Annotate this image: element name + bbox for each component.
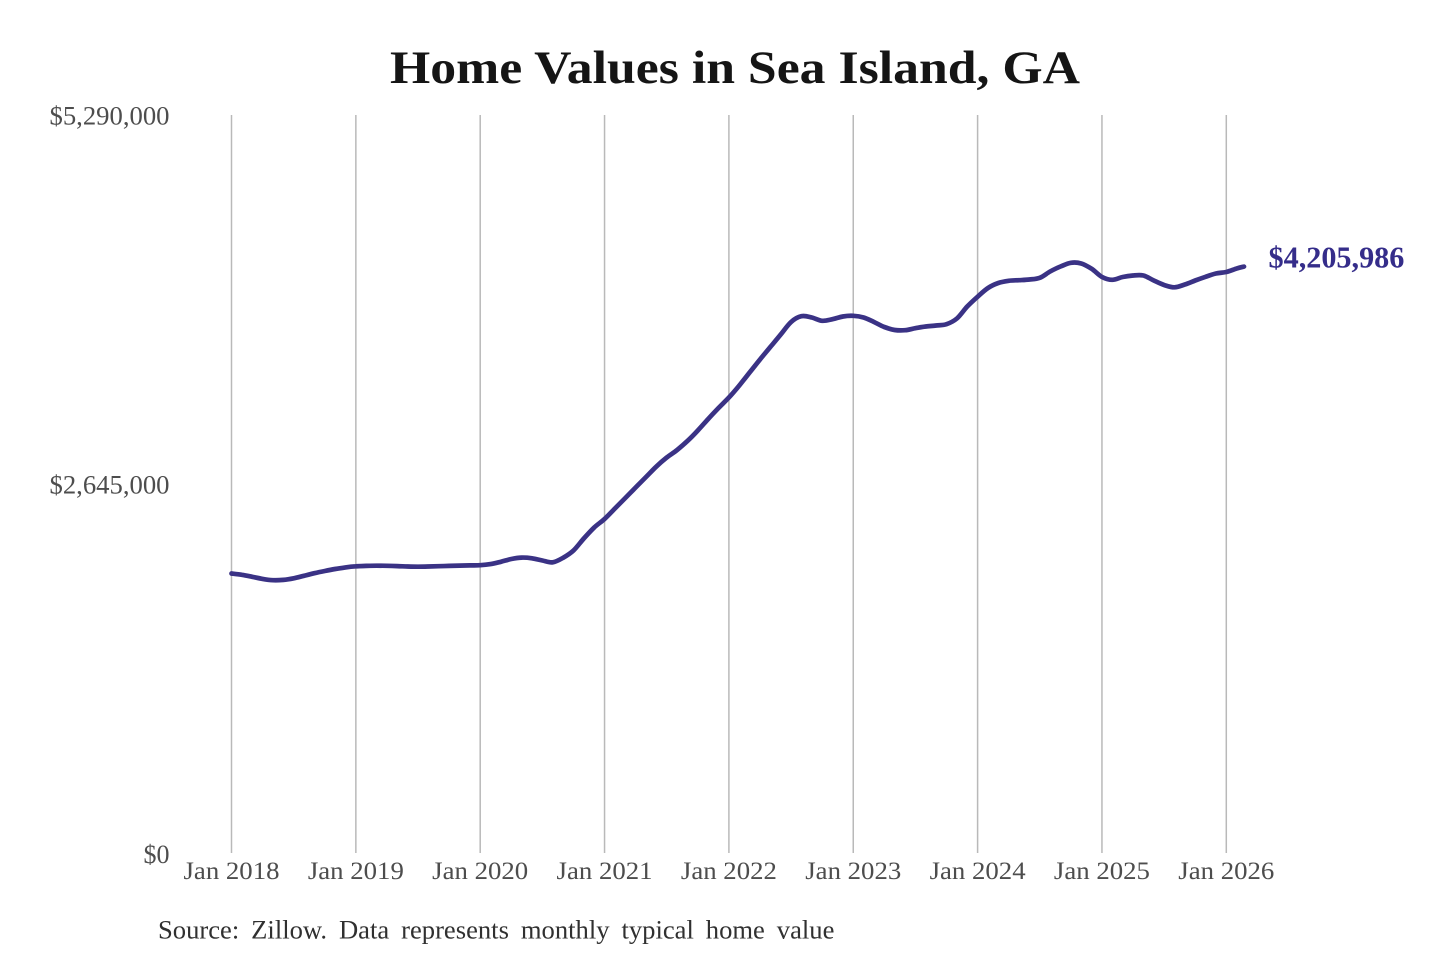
svg-text:Jan 2020: Jan 2020 — [432, 856, 528, 885]
svg-text:Jan 2019: Jan 2019 — [308, 856, 404, 885]
svg-text:Jan 2024: Jan 2024 — [930, 856, 1026, 885]
svg-text:$4,205,986: $4,205,986 — [1269, 241, 1405, 275]
svg-text:$0: $0 — [144, 840, 170, 869]
svg-text:Source: Zillow. Data represent: Source: Zillow. Data represents monthly … — [158, 914, 834, 944]
svg-text:Home Values in Sea Island, GA: Home Values in Sea Island, GA — [390, 42, 1080, 94]
svg-text:Jan 2026: Jan 2026 — [1178, 856, 1274, 885]
svg-text:Jan 2025: Jan 2025 — [1054, 856, 1150, 885]
svg-text:$2,645,000: $2,645,000 — [50, 471, 170, 500]
svg-text:Jan 2018: Jan 2018 — [184, 856, 280, 885]
svg-text:Jan 2023: Jan 2023 — [805, 856, 901, 885]
svg-text:$5,290,000: $5,290,000 — [50, 102, 170, 131]
svg-text:Jan 2022: Jan 2022 — [681, 856, 777, 885]
svg-text:Jan 2021: Jan 2021 — [557, 856, 653, 885]
